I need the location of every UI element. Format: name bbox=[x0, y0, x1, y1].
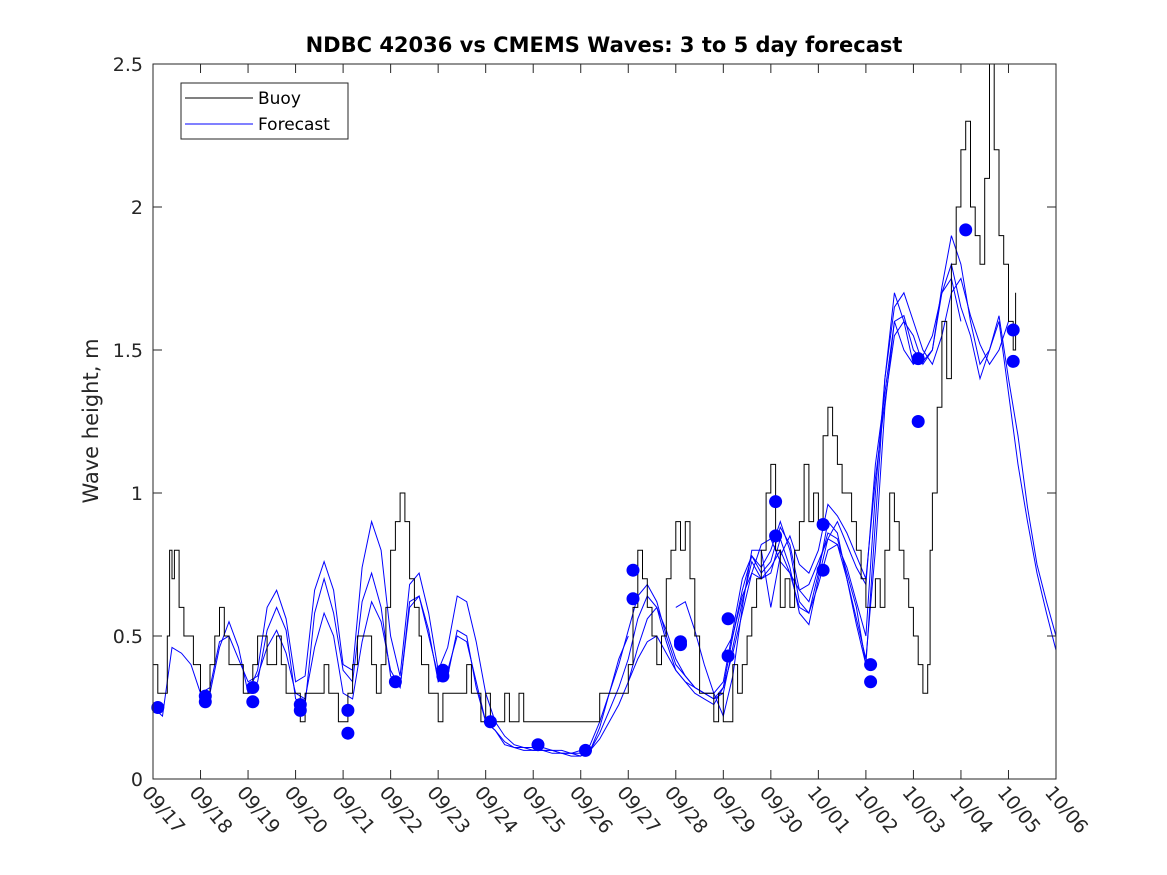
y-tick-label: 2.5 bbox=[113, 54, 143, 76]
forecast-run-1 bbox=[153, 595, 487, 722]
forecast-marker bbox=[483, 715, 497, 729]
forecast-run-2 bbox=[200, 571, 581, 754]
forecast-marker bbox=[341, 726, 355, 740]
marker-layer bbox=[151, 223, 1020, 757]
axes-box bbox=[152, 63, 1057, 780]
legend-box bbox=[180, 82, 349, 140]
forecast-marker bbox=[246, 695, 260, 709]
legend: Buoy Forecast bbox=[180, 82, 349, 140]
plot-background bbox=[153, 64, 1056, 779]
forecast-marker bbox=[674, 638, 687, 652]
buoy-series-line bbox=[153, 64, 1017, 723]
y-tick-label: 1 bbox=[131, 483, 143, 505]
forecast-marker bbox=[1006, 354, 1020, 368]
y-axis-label: Wave height, m bbox=[79, 338, 103, 503]
forecast-marker bbox=[911, 352, 925, 366]
forecast-marker bbox=[246, 681, 260, 694]
forecast-marker bbox=[579, 743, 592, 757]
legend-buoy-label: Buoy bbox=[258, 89, 301, 109]
forecast-marker bbox=[721, 612, 735, 626]
plot-area bbox=[151, 63, 1057, 780]
forecast-marker bbox=[816, 563, 830, 577]
forecast-marker bbox=[531, 738, 545, 752]
forecast-marker bbox=[626, 592, 640, 606]
forecast-marker bbox=[864, 658, 878, 672]
chart-title: NDBC 42036 vs CMEMS Waves: 3 to 5 day fo… bbox=[306, 33, 903, 57]
forecast-marker bbox=[959, 223, 973, 237]
y-tick-label: 2 bbox=[131, 197, 143, 219]
y-tick-label: 0.5 bbox=[113, 626, 143, 648]
forecast-run-9 bbox=[722, 235, 1056, 654]
forecast-marker bbox=[436, 669, 450, 683]
forecast-marker bbox=[198, 695, 212, 709]
series-layer bbox=[153, 64, 1056, 757]
legend-forecast-label: Forecast bbox=[258, 115, 330, 135]
forecast-marker bbox=[1006, 323, 1020, 337]
forecast-marker bbox=[341, 703, 355, 717]
forecast-run-4 bbox=[485, 525, 867, 757]
forecast-marker bbox=[769, 529, 783, 543]
forecast-marker bbox=[721, 649, 735, 663]
forecast-marker bbox=[864, 675, 878, 689]
forecast-marker bbox=[151, 701, 165, 714]
forecast-marker bbox=[911, 415, 925, 428]
forecast-marker bbox=[816, 518, 830, 531]
forecast-marker bbox=[626, 563, 640, 577]
y-tick-label: 0 bbox=[131, 769, 143, 791]
forecast-marker bbox=[388, 675, 402, 689]
y-tick-label: 1.5 bbox=[113, 340, 143, 362]
forecast-marker bbox=[293, 703, 307, 717]
forecast-marker bbox=[769, 495, 783, 509]
